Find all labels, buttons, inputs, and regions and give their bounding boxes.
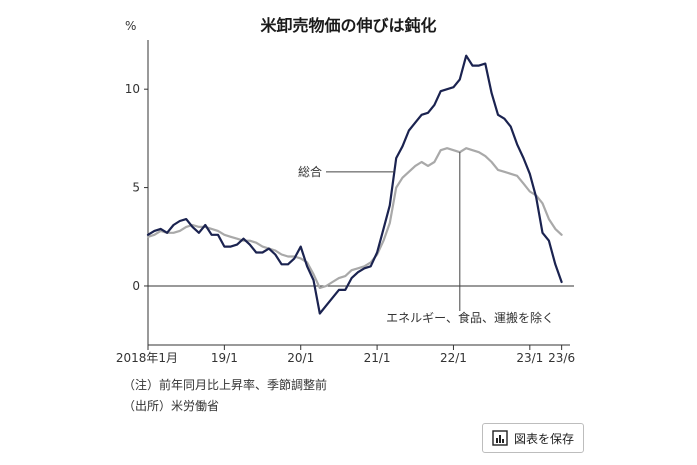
y-tick-label: 5	[132, 181, 140, 195]
x-tick-label: 19/1	[211, 351, 238, 365]
chart-source: （出所）米労働省	[123, 399, 220, 413]
series-line-total	[146, 54, 563, 315]
x-tick-label: 21/1	[364, 351, 391, 365]
y-axis-unit: %	[125, 19, 136, 33]
save-chart-button[interactable]: 図表を保存	[482, 423, 584, 453]
x-tick-label: 20/1	[287, 351, 314, 365]
axes: % 0 5 10 2018年1月 19/1 20/1 21/1 22/1 23/1 23/6	[116, 19, 575, 365]
chart-title: 米卸売物価の伸びは鈍化	[260, 16, 437, 35]
x-tick-label: 2018年1月	[116, 351, 178, 365]
x-tick-label: 23/1	[516, 351, 543, 365]
save-chart-label: 図表を保存	[513, 431, 574, 446]
core-series-label: エネルギー、食品、運搬を除く	[386, 310, 554, 325]
series-line-core	[146, 147, 563, 289]
series-lines	[146, 54, 563, 315]
bar-chart-icon	[492, 430, 508, 446]
x-tick-label: 23/6	[548, 351, 575, 365]
y-tick-label: 0	[132, 279, 140, 293]
chart-note: （注）前年同月比上昇率、季節調整前	[123, 378, 328, 392]
total-series-label: 総合	[298, 164, 322, 179]
y-tick-label: 10	[125, 82, 140, 96]
x-tick-label: 22/1	[440, 351, 467, 365]
